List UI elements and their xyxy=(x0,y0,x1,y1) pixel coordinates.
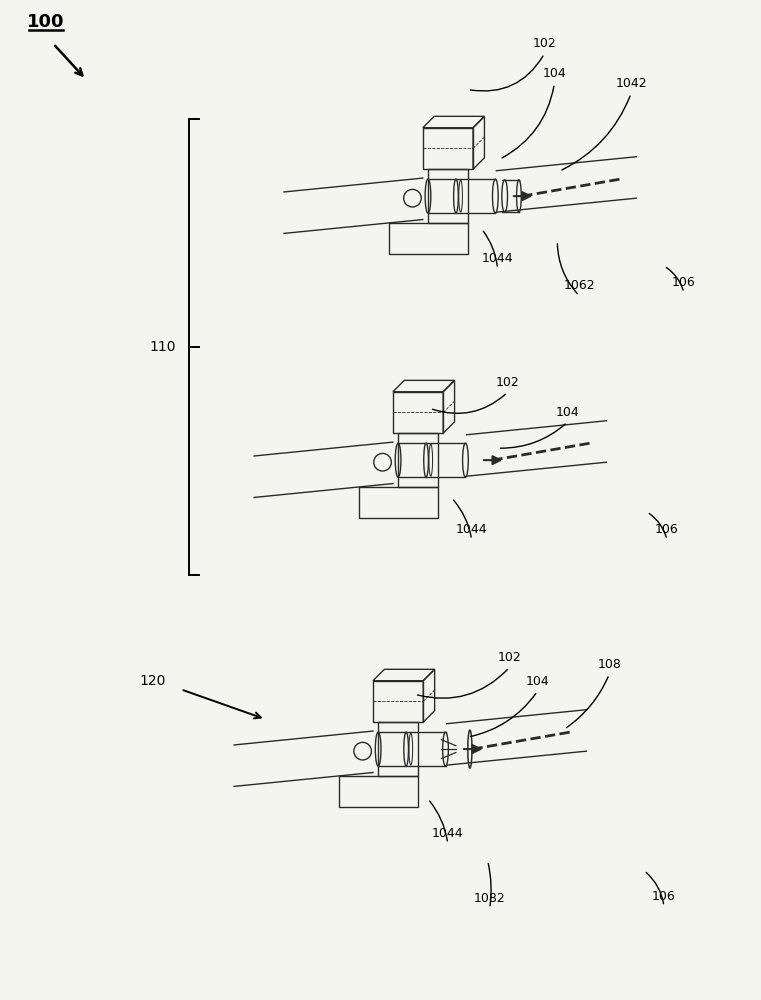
FancyArrowPatch shape xyxy=(418,669,508,698)
FancyArrowPatch shape xyxy=(454,500,471,537)
Text: 1044: 1044 xyxy=(432,827,463,840)
Text: 102: 102 xyxy=(498,651,521,664)
Text: 104: 104 xyxy=(543,67,566,80)
FancyArrowPatch shape xyxy=(489,863,491,906)
Text: 110: 110 xyxy=(150,340,176,354)
Text: 104: 104 xyxy=(556,406,579,419)
FancyArrowPatch shape xyxy=(470,56,543,91)
FancyArrowPatch shape xyxy=(430,801,447,841)
Text: 120: 120 xyxy=(140,674,166,688)
Text: 102: 102 xyxy=(533,37,556,50)
FancyArrowPatch shape xyxy=(432,394,505,413)
FancyArrowPatch shape xyxy=(649,514,666,537)
Text: 104: 104 xyxy=(526,675,549,688)
Text: 106: 106 xyxy=(655,523,679,536)
Text: 1044: 1044 xyxy=(482,252,514,265)
Text: 1082: 1082 xyxy=(474,892,505,905)
Text: 106: 106 xyxy=(672,276,696,289)
Text: 1042: 1042 xyxy=(616,77,647,90)
FancyArrowPatch shape xyxy=(483,231,497,266)
Text: 102: 102 xyxy=(495,376,520,389)
FancyArrowPatch shape xyxy=(562,96,630,170)
FancyArrowPatch shape xyxy=(500,424,565,448)
FancyArrowPatch shape xyxy=(502,86,554,158)
FancyArrowPatch shape xyxy=(646,872,664,904)
Text: 100: 100 xyxy=(27,13,64,31)
FancyArrowPatch shape xyxy=(470,694,536,737)
FancyArrowPatch shape xyxy=(557,244,578,294)
FancyArrowPatch shape xyxy=(667,267,683,290)
Text: 1062: 1062 xyxy=(563,279,595,292)
FancyArrowPatch shape xyxy=(567,677,608,728)
Text: 106: 106 xyxy=(652,890,676,903)
Text: 1044: 1044 xyxy=(456,523,488,536)
Text: 108: 108 xyxy=(597,658,621,671)
